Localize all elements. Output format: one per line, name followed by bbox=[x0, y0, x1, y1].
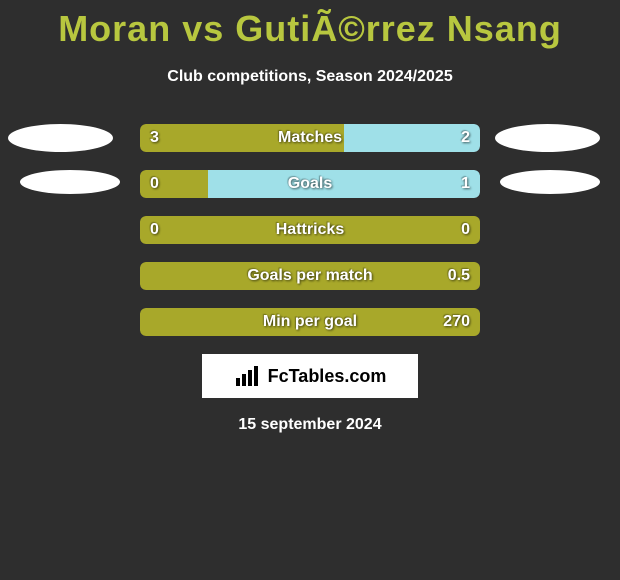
stat-row: 0.5Goals per match bbox=[0, 262, 620, 290]
stat-value-right: 270 bbox=[443, 308, 470, 336]
stats-area: 32Matches01Goals00Hattricks0.5Goals per … bbox=[0, 124, 620, 336]
stat-value-left: 3 bbox=[150, 124, 159, 152]
stat-value-right: 2 bbox=[461, 124, 470, 152]
stat-row: 00Hattricks bbox=[0, 216, 620, 244]
stat-value-right: 0 bbox=[461, 216, 470, 244]
stat-value-left: 0 bbox=[150, 170, 159, 198]
branding-text: FcTables.com bbox=[268, 366, 387, 387]
stat-row: 270Min per goal bbox=[0, 308, 620, 336]
stat-bar-left bbox=[140, 124, 344, 152]
stat-bar-track bbox=[140, 262, 480, 290]
chart-icon bbox=[234, 364, 262, 388]
stat-value-right: 1 bbox=[461, 170, 470, 198]
stat-bar-track bbox=[140, 308, 480, 336]
branding-box: FcTables.com bbox=[202, 354, 418, 398]
page-subtitle: Club competitions, Season 2024/2025 bbox=[0, 68, 620, 86]
stat-bar-left bbox=[140, 262, 480, 290]
stat-value-right: 0.5 bbox=[448, 262, 470, 290]
stat-row: 01Goals bbox=[0, 170, 620, 198]
stat-bar-left bbox=[140, 216, 480, 244]
stat-bar-track bbox=[140, 216, 480, 244]
stat-bar-right bbox=[344, 124, 480, 152]
stat-row: 32Matches bbox=[0, 124, 620, 152]
page-title: Moran vs GutiÃ©rrez Nsang bbox=[0, 0, 620, 50]
stat-bar-track bbox=[140, 124, 480, 152]
stat-bar-right bbox=[208, 170, 480, 198]
stat-value-left: 0 bbox=[150, 216, 159, 244]
stat-bar-left bbox=[140, 308, 480, 336]
stat-bar-track bbox=[140, 170, 480, 198]
date-text: 15 september 2024 bbox=[0, 416, 620, 434]
